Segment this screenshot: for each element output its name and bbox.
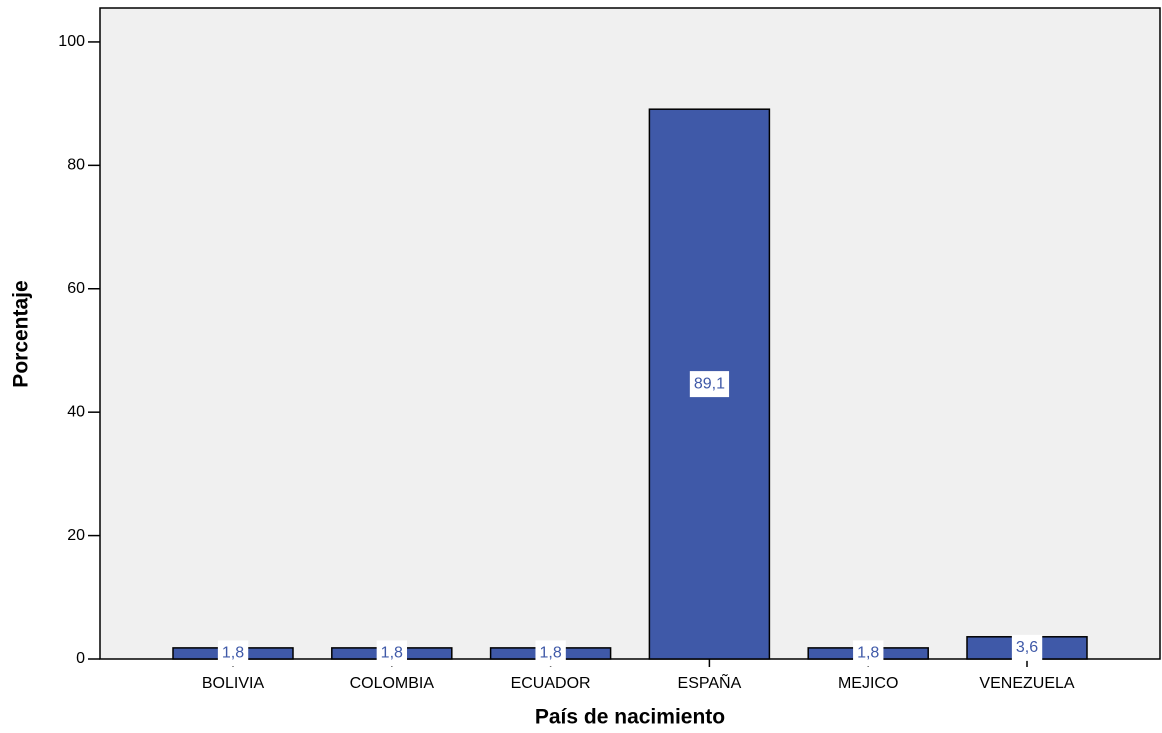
value-label: 1,8 — [222, 645, 244, 662]
y-tick-label: 100 — [58, 33, 85, 50]
x-tick-label: COLOMBIA — [350, 675, 435, 692]
value-label: 1,8 — [381, 645, 403, 662]
value-label-bg — [535, 640, 566, 667]
value-label: 3,6 — [1016, 639, 1038, 656]
value-label-bg — [853, 640, 884, 667]
x-axis-title: País de nacimiento — [535, 706, 725, 729]
plot-area — [99, 7, 1161, 660]
x-tick-label: VENEZUELA — [979, 675, 1074, 692]
y-tick-label: 40 — [67, 403, 85, 420]
value-label: 1,8 — [539, 645, 561, 662]
x-tick-label: MEJICO — [838, 675, 898, 692]
y-tick-label: 60 — [67, 280, 85, 297]
value-label-bg — [689, 371, 730, 398]
x-tick-label: BOLIVIA — [202, 675, 265, 692]
y-axis-title: Porcentaje — [10, 280, 33, 387]
y-tick-label: 0 — [76, 650, 85, 667]
x-tick-label: ESPAÑA — [678, 672, 742, 692]
x-tick-label: ECUADOR — [511, 675, 591, 692]
value-label-bg — [376, 640, 408, 667]
y-tick-label: 20 — [67, 527, 85, 544]
y-tick-label: 80 — [67, 157, 85, 174]
value-label: 1,8 — [857, 645, 879, 662]
value-label-bg — [1011, 634, 1043, 661]
value-label: 89,1 — [694, 375, 725, 392]
value-label-bg — [217, 640, 249, 667]
